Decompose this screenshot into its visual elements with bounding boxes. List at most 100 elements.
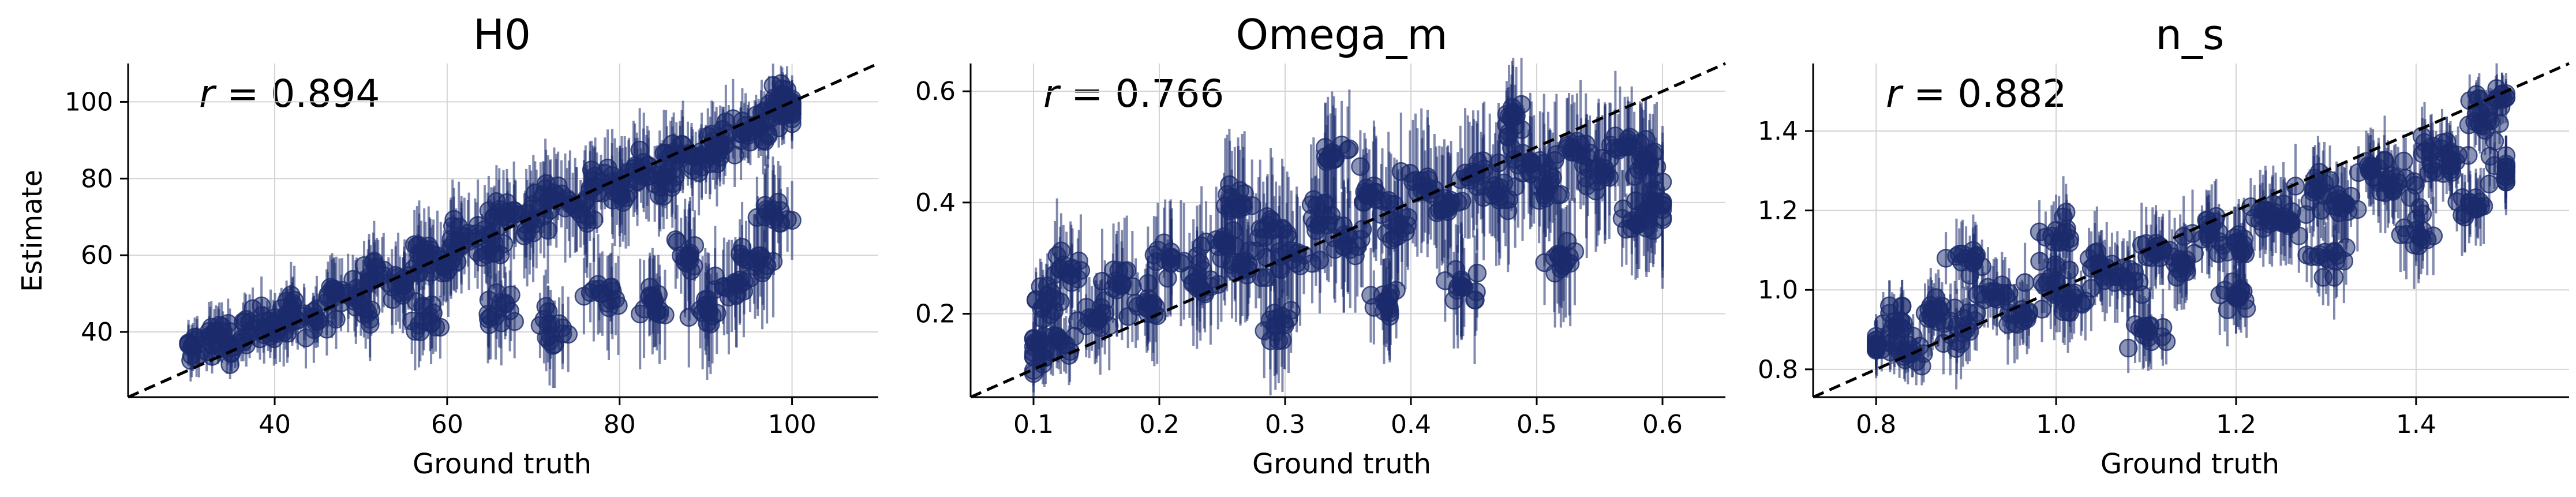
data-point [1340,139,1359,158]
data-point [763,252,783,271]
data-point [1190,253,1210,272]
data-point-anchor [1885,312,1904,331]
data-point-anchor [498,207,517,226]
data-point-anchor [1653,193,1672,212]
data-point-anchor [411,245,431,265]
data-point-anchor [1983,288,2003,308]
data-point [2313,268,2333,287]
annotation-value: = 0.766 [1059,72,1224,116]
data-point-anchor [1590,165,1609,184]
data-point-anchor [1263,221,1282,240]
data-point-anchor [369,265,388,284]
data-point [1499,126,1518,146]
data-point [1192,236,1211,256]
y-tick-label: 40 [81,317,113,347]
annotation-value: = 0.882 [1901,72,2066,116]
data-point-anchor [696,150,716,169]
data-point-anchor [645,292,664,311]
data-point-anchor [1866,336,1886,355]
correlation-annotation: r = 0.766 [1043,72,1224,116]
data-point-anchor [2316,248,2336,268]
data-point [574,286,594,306]
panel-title: H0 [473,10,531,59]
data-point [2208,244,2228,263]
data-point-anchor [541,188,560,207]
data-point [1904,327,1923,346]
y-tick-label: 1.2 [1758,196,1798,226]
data-point-anchor [2038,272,2057,292]
data-point [1972,257,1991,276]
panel-xlabel: Ground truth [413,448,591,480]
data-point-anchor [2416,141,2435,160]
data-point [220,355,239,374]
panel-title: Omega_m [1235,10,1447,59]
y-tick-label: 0.6 [915,77,956,106]
data-point [1118,307,1137,326]
data-point-anchor [2281,212,2300,232]
data-point-anchor [1956,248,1976,268]
data-point-anchor [748,253,767,272]
data-point-anchor [420,307,440,326]
data-point-anchor [1087,309,1106,329]
data-point-anchor [1502,110,1521,129]
data-point [683,160,702,180]
data-point-anchor [1376,293,1395,312]
panel-ylabel: Estimate [16,170,48,292]
data-point [2394,151,2413,171]
data-point-anchor [481,238,500,257]
correlation-annotation: r = 0.894 [199,72,380,116]
data-point-anchor [2136,320,2156,339]
panel-n-s: n_s Ground truth r = 0.882 0.8 1.0 1.2 1.40… [1758,10,2570,480]
data-point-anchor [2388,173,2407,192]
data-point [1148,241,1167,260]
y-tick-label: 0.4 [915,188,956,218]
x-tick-label: 1.2 [2216,410,2256,439]
data-point [1034,309,1053,328]
identity-line [1812,62,2570,399]
data-point [1269,331,1289,350]
data-point-anchor [774,84,793,104]
data-marks [1866,63,2516,390]
data-point [582,160,601,180]
data-point-anchor [1930,300,1949,319]
data-point-anchor [1439,199,1458,218]
data-point [327,309,346,329]
data-marks [1024,58,1672,397]
data-point [1941,312,1960,331]
x-tick-label: 1.4 [2396,410,2436,439]
data-point-anchor [1225,193,1245,212]
data-point-anchor [1388,215,1408,234]
data-point [1051,241,1071,261]
data-point-anchor [2461,193,2480,212]
data-point [2289,226,2309,245]
data-point [609,296,628,315]
data-point-anchor [2361,161,2381,181]
data-marks [179,63,802,388]
data-point [406,292,426,312]
x-tick-label: 100 [768,410,817,439]
data-point [1139,274,1158,293]
x-tick-label: 0.8 [1856,410,1896,439]
data-point-anchor [1049,332,1068,351]
data-point [501,285,521,305]
data-point-anchor [1464,165,1484,184]
data-point [1467,263,1487,283]
data-point [2015,273,2035,292]
data-point-anchor [1326,148,1345,168]
data-point-anchor [1062,260,1081,279]
data-point [1109,261,1128,280]
data-point [668,232,687,252]
data-point [2480,174,2499,194]
x-tick-label: 80 [604,410,636,439]
x-tick-label: 0.5 [1517,410,1557,439]
data-point-anchor [1552,248,1571,268]
data-point-anchor [1640,154,1660,173]
data-point-anchor [222,338,241,357]
data-point-anchor [205,322,224,342]
data-point-anchor [2308,181,2327,200]
data-point [2223,272,2242,292]
data-point [1879,296,1899,316]
y-tick-label: 1.0 [1758,275,1798,305]
data-point-anchor [696,299,716,319]
